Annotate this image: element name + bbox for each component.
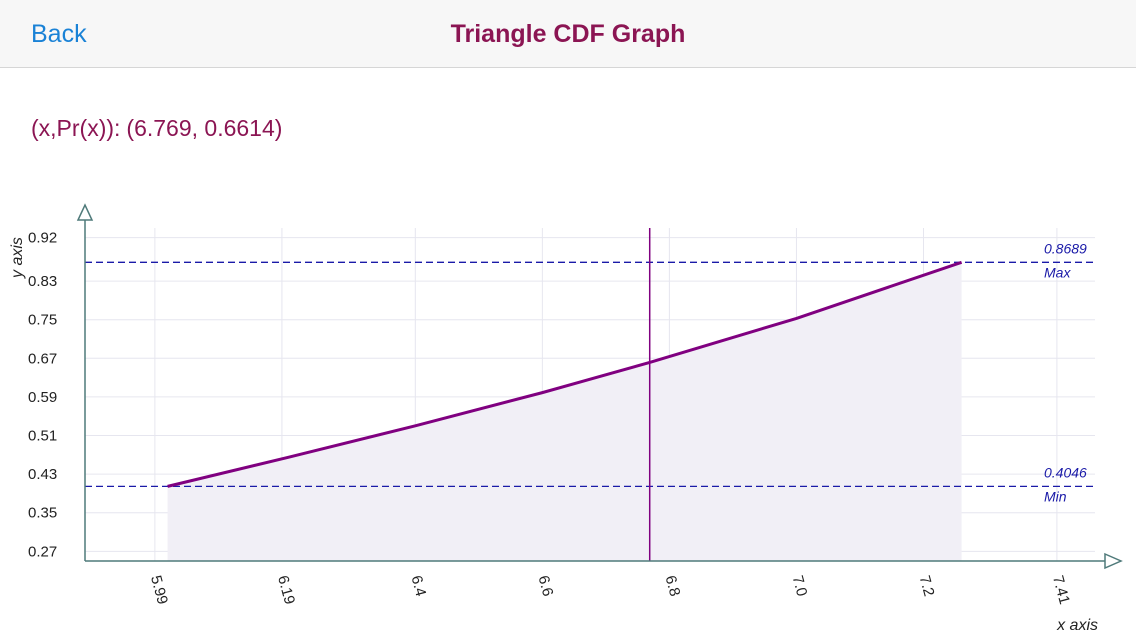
navigation-bar: Back Triangle CDF Graph: [0, 0, 1136, 68]
y-axis-title: y axis: [9, 237, 26, 279]
back-button[interactable]: Back: [31, 20, 87, 48]
x-tick-label-group: 5.99: [147, 574, 171, 607]
x-tick-label-group: 6.6: [534, 574, 556, 599]
y-tick-label: 0.27: [28, 543, 57, 560]
page-title: Triangle CDF Graph: [450, 20, 686, 48]
x-tick-label-group: 6.19: [274, 574, 298, 607]
readout-label: (x,Pr(x)):: [31, 115, 121, 141]
reference-label-max: Max: [1044, 264, 1071, 280]
x-tick-label: 6.19: [274, 574, 298, 607]
x-tick-label: 7.0: [789, 574, 811, 599]
y-axis-title-group: y axis: [9, 237, 26, 279]
x-tick-label: 6.8: [662, 574, 684, 599]
reference-label-min: Min: [1044, 488, 1067, 504]
readout-value: (6.769, 0.6614): [126, 115, 283, 141]
x-tick-label: 6.4: [407, 574, 429, 599]
x-tick-label-group: 7.2: [916, 574, 938, 599]
y-tick-label: 0.67: [28, 350, 57, 367]
y-tick-label: 0.83: [28, 273, 57, 290]
x-tick-label-group: 6.4: [407, 574, 429, 599]
x-tick-label-group: 6.8: [662, 574, 684, 599]
x-tick-label-group: 7.41: [1049, 574, 1073, 607]
y-tick-label: 0.75: [28, 312, 57, 329]
y-tick-label: 0.43: [28, 466, 57, 483]
reference-value-min: 0.4046: [1044, 464, 1087, 480]
x-tick-label: 6.6: [534, 574, 556, 599]
x-tick-label: 5.99: [147, 574, 171, 607]
reference-value-max: 0.8689: [1044, 240, 1087, 256]
cdf-series-line: [167, 260, 963, 488]
x-tick-label: 7.41: [1049, 574, 1073, 607]
y-tick-label: 0.59: [28, 389, 57, 406]
y-tick-label: 0.51: [28, 428, 57, 445]
x-tick-label-group: 7.0: [789, 574, 811, 599]
cdf-area-fill: [167, 262, 962, 561]
y-tick-label: 0.92: [28, 230, 57, 247]
y-axis-arrow-icon: [76, 203, 94, 221]
coordinate-readout: (x,Pr(x)): (6.769, 0.6614): [31, 115, 282, 142]
y-tick-label: 0.35: [28, 505, 57, 522]
x-axis-title: x axis: [1056, 617, 1098, 634]
x-axis-arrow-icon: [1104, 552, 1123, 570]
x-tick-label: 7.2: [916, 574, 938, 599]
